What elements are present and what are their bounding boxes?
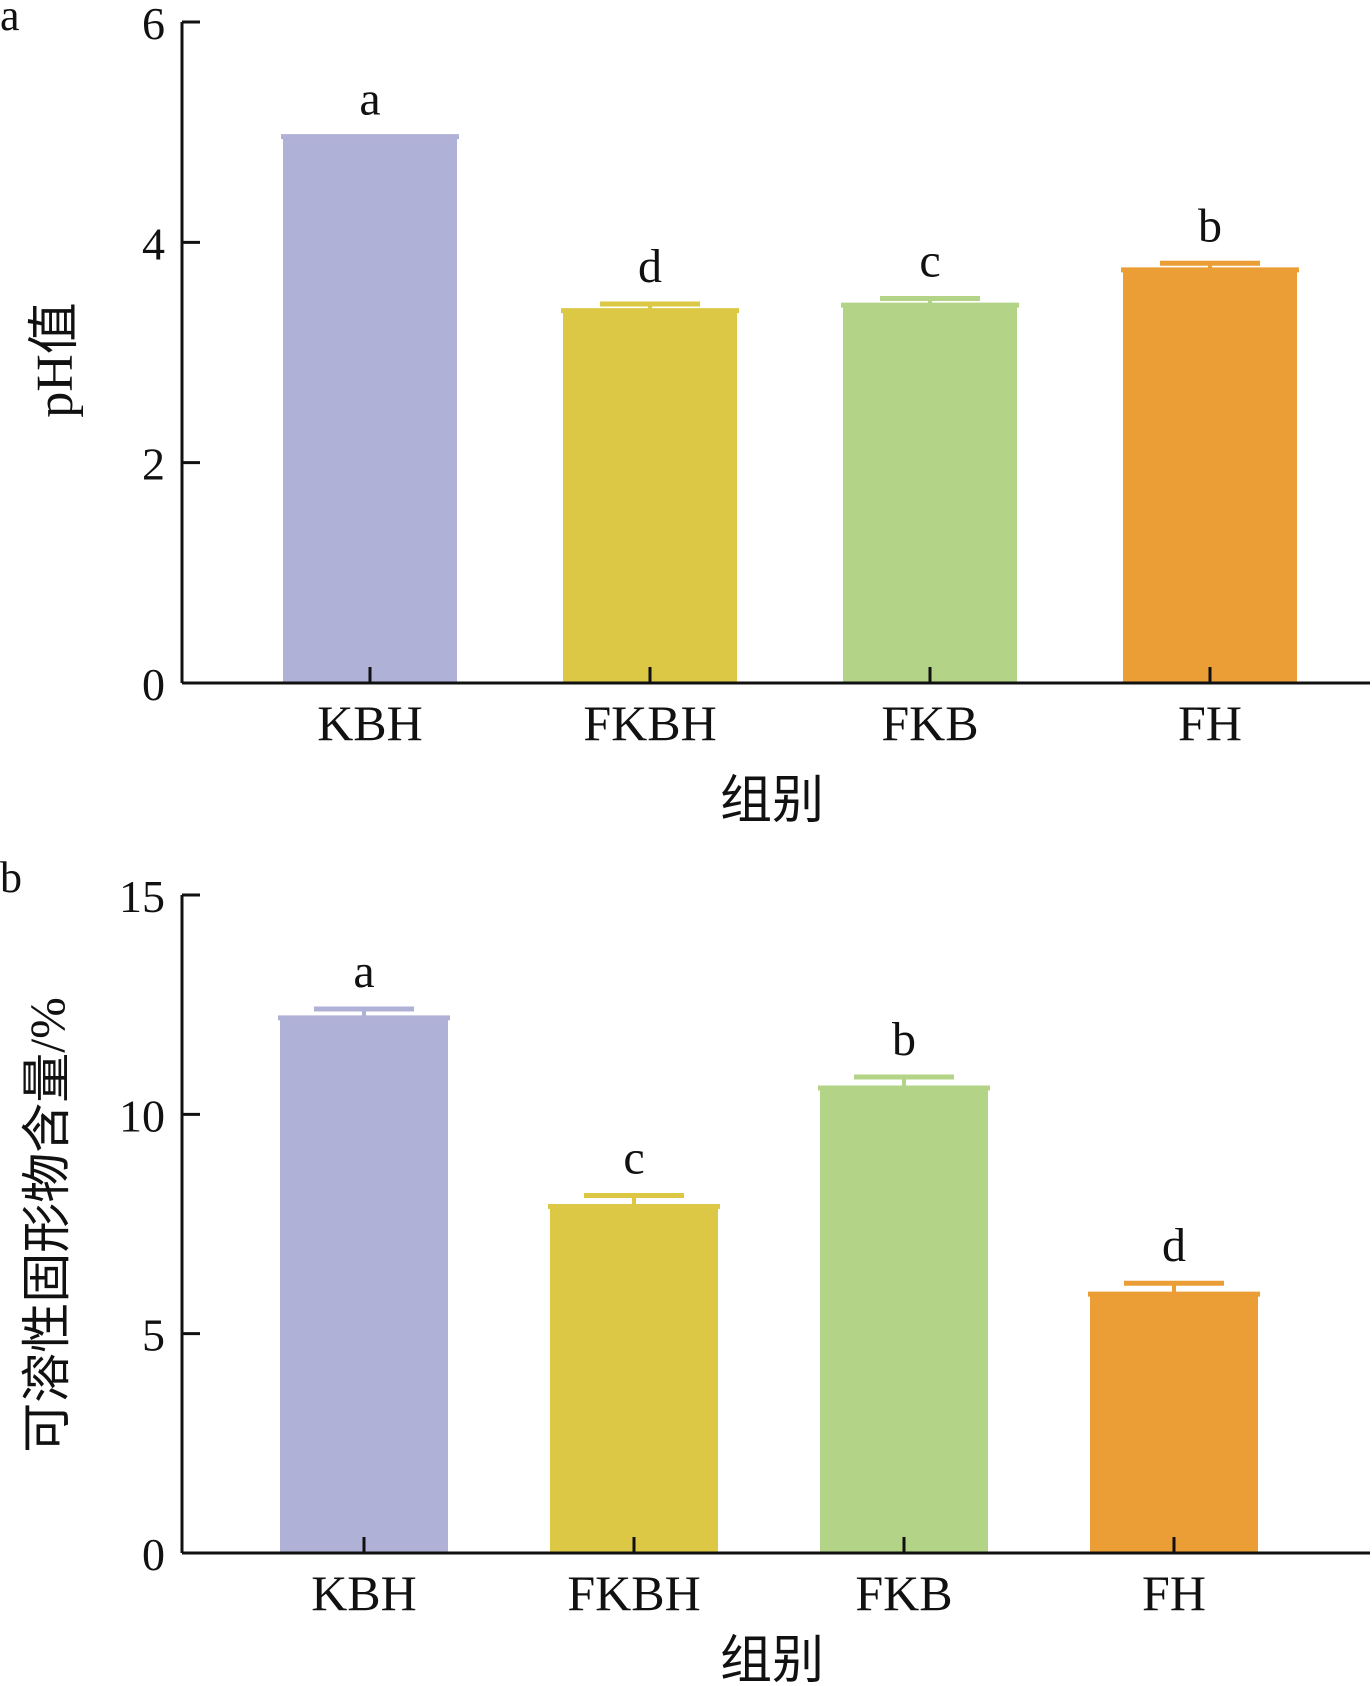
panel-a-significance-letter-fh: b: [1198, 199, 1222, 252]
panel-a-x-axis-label: 组别: [720, 773, 824, 830]
panel-b-x-tick-label-fh: FH: [1142, 1565, 1206, 1621]
panel-a-bar-kbh: [283, 136, 457, 683]
panel-a-x-tick-label-fkb: FKB: [881, 695, 978, 751]
panel-a-y-tick-label: 0: [142, 659, 165, 710]
panel-b-y-tick-label: 0: [142, 1529, 165, 1580]
panel-a-bar-fkb: [843, 305, 1017, 683]
panel-a-bar-fh: [1123, 269, 1297, 683]
panel-a-significance-letter-kbh: a: [359, 73, 380, 126]
panel-b-significance-letter-fkb: b: [892, 1013, 916, 1066]
panel-b-bar-fkb: [820, 1088, 988, 1553]
panel-b-label: b: [0, 853, 22, 902]
panel-b-x-tick-label-fkb: FKB: [855, 1565, 952, 1621]
panel-b-bar-kbh: [280, 1017, 448, 1553]
panel-b-y-tick-label: 15: [119, 871, 165, 922]
panel-a-y-axis-label: pH值: [27, 302, 84, 418]
panel-b-bar-fh: [1090, 1294, 1258, 1553]
panel-b-y-axis-label: 可溶性固形物含量/%: [19, 997, 75, 1453]
panel-b-y-tick-label: 10: [119, 1090, 165, 1141]
panel-a-bar-fkbh: [563, 310, 737, 683]
panel-a-significance-letter-fkbh: d: [638, 240, 662, 293]
panel-b-bar-fkbh: [550, 1206, 718, 1553]
panel-a-y-tick-label: 4: [142, 218, 165, 269]
panel-b-x-axis-label: 组别: [720, 1633, 824, 1686]
panel-b-y-tick-label: 5: [142, 1310, 165, 1361]
panel-a-y-tick-label: 6: [142, 0, 165, 49]
panel-a-label: a: [0, 0, 20, 40]
panel-b-chart: b 可溶性固形物含量/% 组别 a c b d 0 5 10 15 KBH FKBH FKB FH: [0, 853, 1370, 1686]
panel-a-chart: a pH值 组别 a d c b 0 2 4 6 KBH FKBH FKB FH: [0, 0, 1370, 830]
panel-a-x-tick-label-kbh: KBH: [317, 695, 423, 751]
panel-a-significance-letter-fkb: c: [919, 235, 940, 288]
panel-b-significance-letter-kbh: a: [353, 945, 374, 998]
panel-a-x-tick-label-fh: FH: [1178, 695, 1242, 751]
panel-a-x-tick-label-fkbh: FKBH: [583, 695, 716, 751]
panel-b-x-tick-label-fkbh: FKBH: [567, 1565, 700, 1621]
panel-a-y-tick-label: 2: [142, 439, 165, 490]
panel-b-significance-letter-fh: d: [1162, 1219, 1186, 1272]
panel-b-significance-letter-fkbh: c: [623, 1131, 644, 1184]
panel-b-x-tick-label-kbh: KBH: [311, 1565, 417, 1621]
